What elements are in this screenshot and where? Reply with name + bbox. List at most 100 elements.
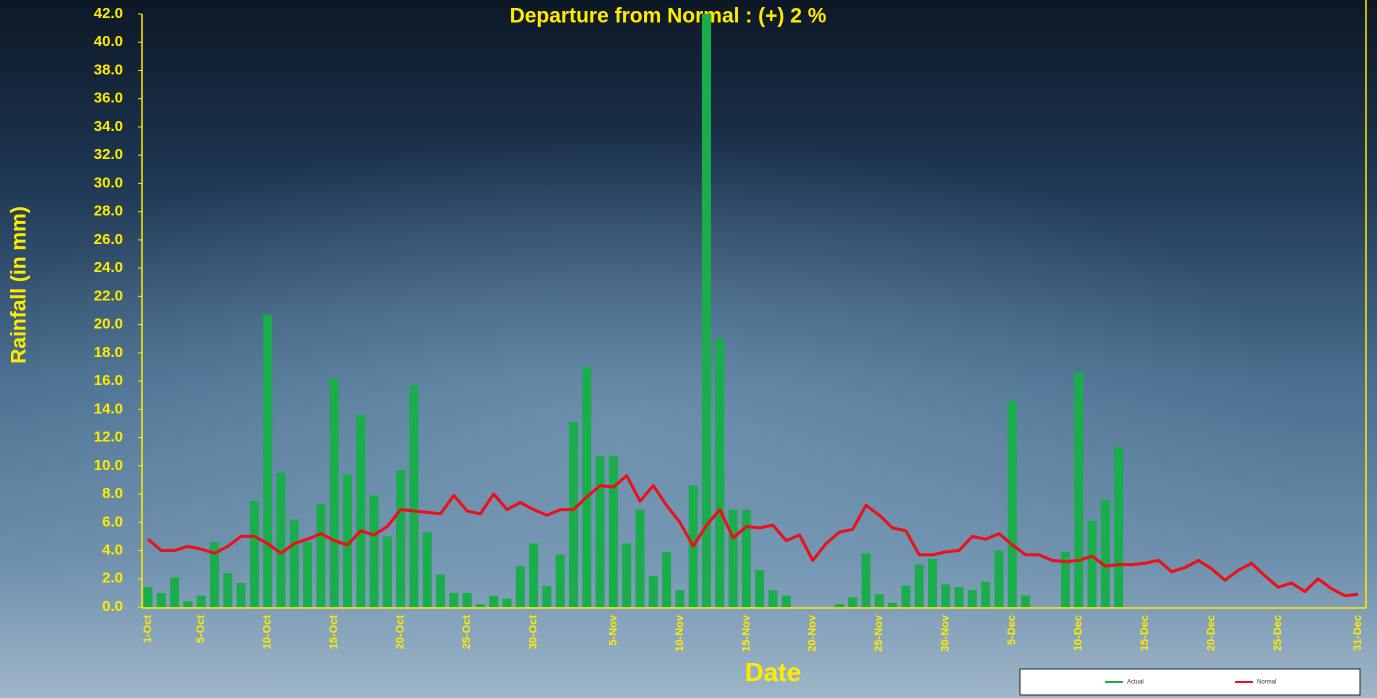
bar (1060, 551, 1070, 607)
x-tick-label: 25-Nov (873, 614, 885, 652)
bar (289, 519, 299, 607)
legend (1019, 668, 1361, 696)
y-tick-label: 2.0 (102, 570, 123, 587)
x-tick-label: 10-Dec (1073, 615, 1085, 651)
bar (236, 582, 246, 607)
x-tick-label: 10-Nov (674, 614, 686, 652)
y-tick-label: 10.0 (94, 457, 123, 474)
x-tick-label: 1-Oct (142, 615, 154, 643)
bar (874, 594, 884, 607)
bar (834, 604, 844, 607)
bar (728, 509, 738, 607)
legend-label: Normal (1257, 680, 1276, 686)
bar (675, 590, 685, 607)
bar (170, 577, 180, 607)
y-tick-label: 20.0 (94, 316, 123, 333)
x-tick-label: 10-Oct (262, 615, 274, 650)
bar (1007, 400, 1017, 607)
x-tick-label: 25-Dec (1272, 615, 1284, 651)
bar (276, 472, 286, 607)
y-tick-label: 34.0 (94, 118, 123, 135)
bar (914, 564, 924, 607)
x-tick-label: 5-Oct (195, 615, 207, 643)
line (147, 474, 1359, 598)
bar (781, 595, 791, 607)
bar (475, 604, 485, 607)
bar (529, 543, 539, 607)
bar (196, 595, 206, 607)
x-tick-label: 15-Oct (328, 615, 340, 650)
bar (994, 550, 1004, 607)
bar (901, 585, 911, 607)
bar (316, 503, 326, 607)
legend-label: Actual (1127, 680, 1144, 686)
y-tick-label: 22.0 (94, 287, 123, 304)
bar (848, 597, 858, 607)
bar (502, 598, 512, 607)
y-tick-label: 4.0 (102, 541, 123, 558)
bar (263, 314, 273, 607)
bar (582, 366, 592, 607)
bar (662, 551, 672, 607)
y-tick-label: 14.0 (94, 400, 123, 417)
y-tick-label: 24.0 (94, 259, 123, 276)
bar (143, 587, 153, 607)
y-tick-label: 18.0 (94, 344, 123, 361)
y-tick-label: 6.0 (102, 513, 123, 530)
x-tick-label: 30-Nov (940, 614, 952, 652)
bar (608, 455, 618, 607)
x-axis-title: Date (745, 657, 801, 687)
x-tick-label: 31-Dec (1352, 615, 1364, 651)
bar (967, 590, 977, 607)
bar (861, 553, 871, 607)
x-tick-label: 20-Dec (1206, 615, 1218, 651)
bar (356, 414, 366, 607)
bar (396, 470, 406, 607)
bar (715, 338, 725, 607)
bar (422, 532, 432, 607)
bar (223, 573, 233, 607)
bar (981, 581, 991, 607)
y-tick-label: 16.0 (94, 372, 123, 389)
bar (369, 495, 379, 607)
bar (701, 14, 711, 607)
bar (954, 587, 964, 607)
bar (648, 575, 658, 607)
bar (542, 585, 552, 607)
bar (449, 592, 459, 607)
bar (329, 378, 339, 607)
y-tick-label: 32.0 (94, 146, 123, 163)
bar (941, 584, 951, 607)
bar (303, 542, 313, 607)
bar (1100, 499, 1110, 607)
bar (156, 592, 166, 607)
bar (1021, 595, 1031, 607)
bar (342, 474, 352, 607)
bar (635, 509, 645, 607)
bar (489, 595, 499, 607)
y-tick-label: 12.0 (94, 429, 123, 446)
bar (888, 602, 898, 607)
y-tick-label: 26.0 (94, 231, 123, 248)
y-tick-label: 30.0 (94, 174, 123, 191)
bar (622, 543, 632, 607)
x-tick-label: 30-Oct (528, 615, 540, 650)
x-tick-label: 5-Dec (1006, 615, 1018, 645)
bar (595, 455, 605, 607)
bar (1114, 447, 1124, 607)
bar (436, 574, 446, 607)
y-tick-label: 42.0 (94, 5, 123, 22)
chart-title: Departure from Normal : (+) 2 % (510, 5, 827, 28)
y-axis-title: Rainfall (in mm) (8, 206, 31, 364)
y-tick-label: 38.0 (94, 61, 123, 78)
bar (768, 590, 778, 607)
bar (382, 536, 392, 607)
y-tick-label: 36.0 (94, 90, 123, 107)
bar (928, 558, 938, 607)
bar (741, 509, 751, 607)
bar (568, 422, 578, 607)
bar (1074, 372, 1084, 607)
x-tick-label: 20-Nov (807, 614, 819, 652)
